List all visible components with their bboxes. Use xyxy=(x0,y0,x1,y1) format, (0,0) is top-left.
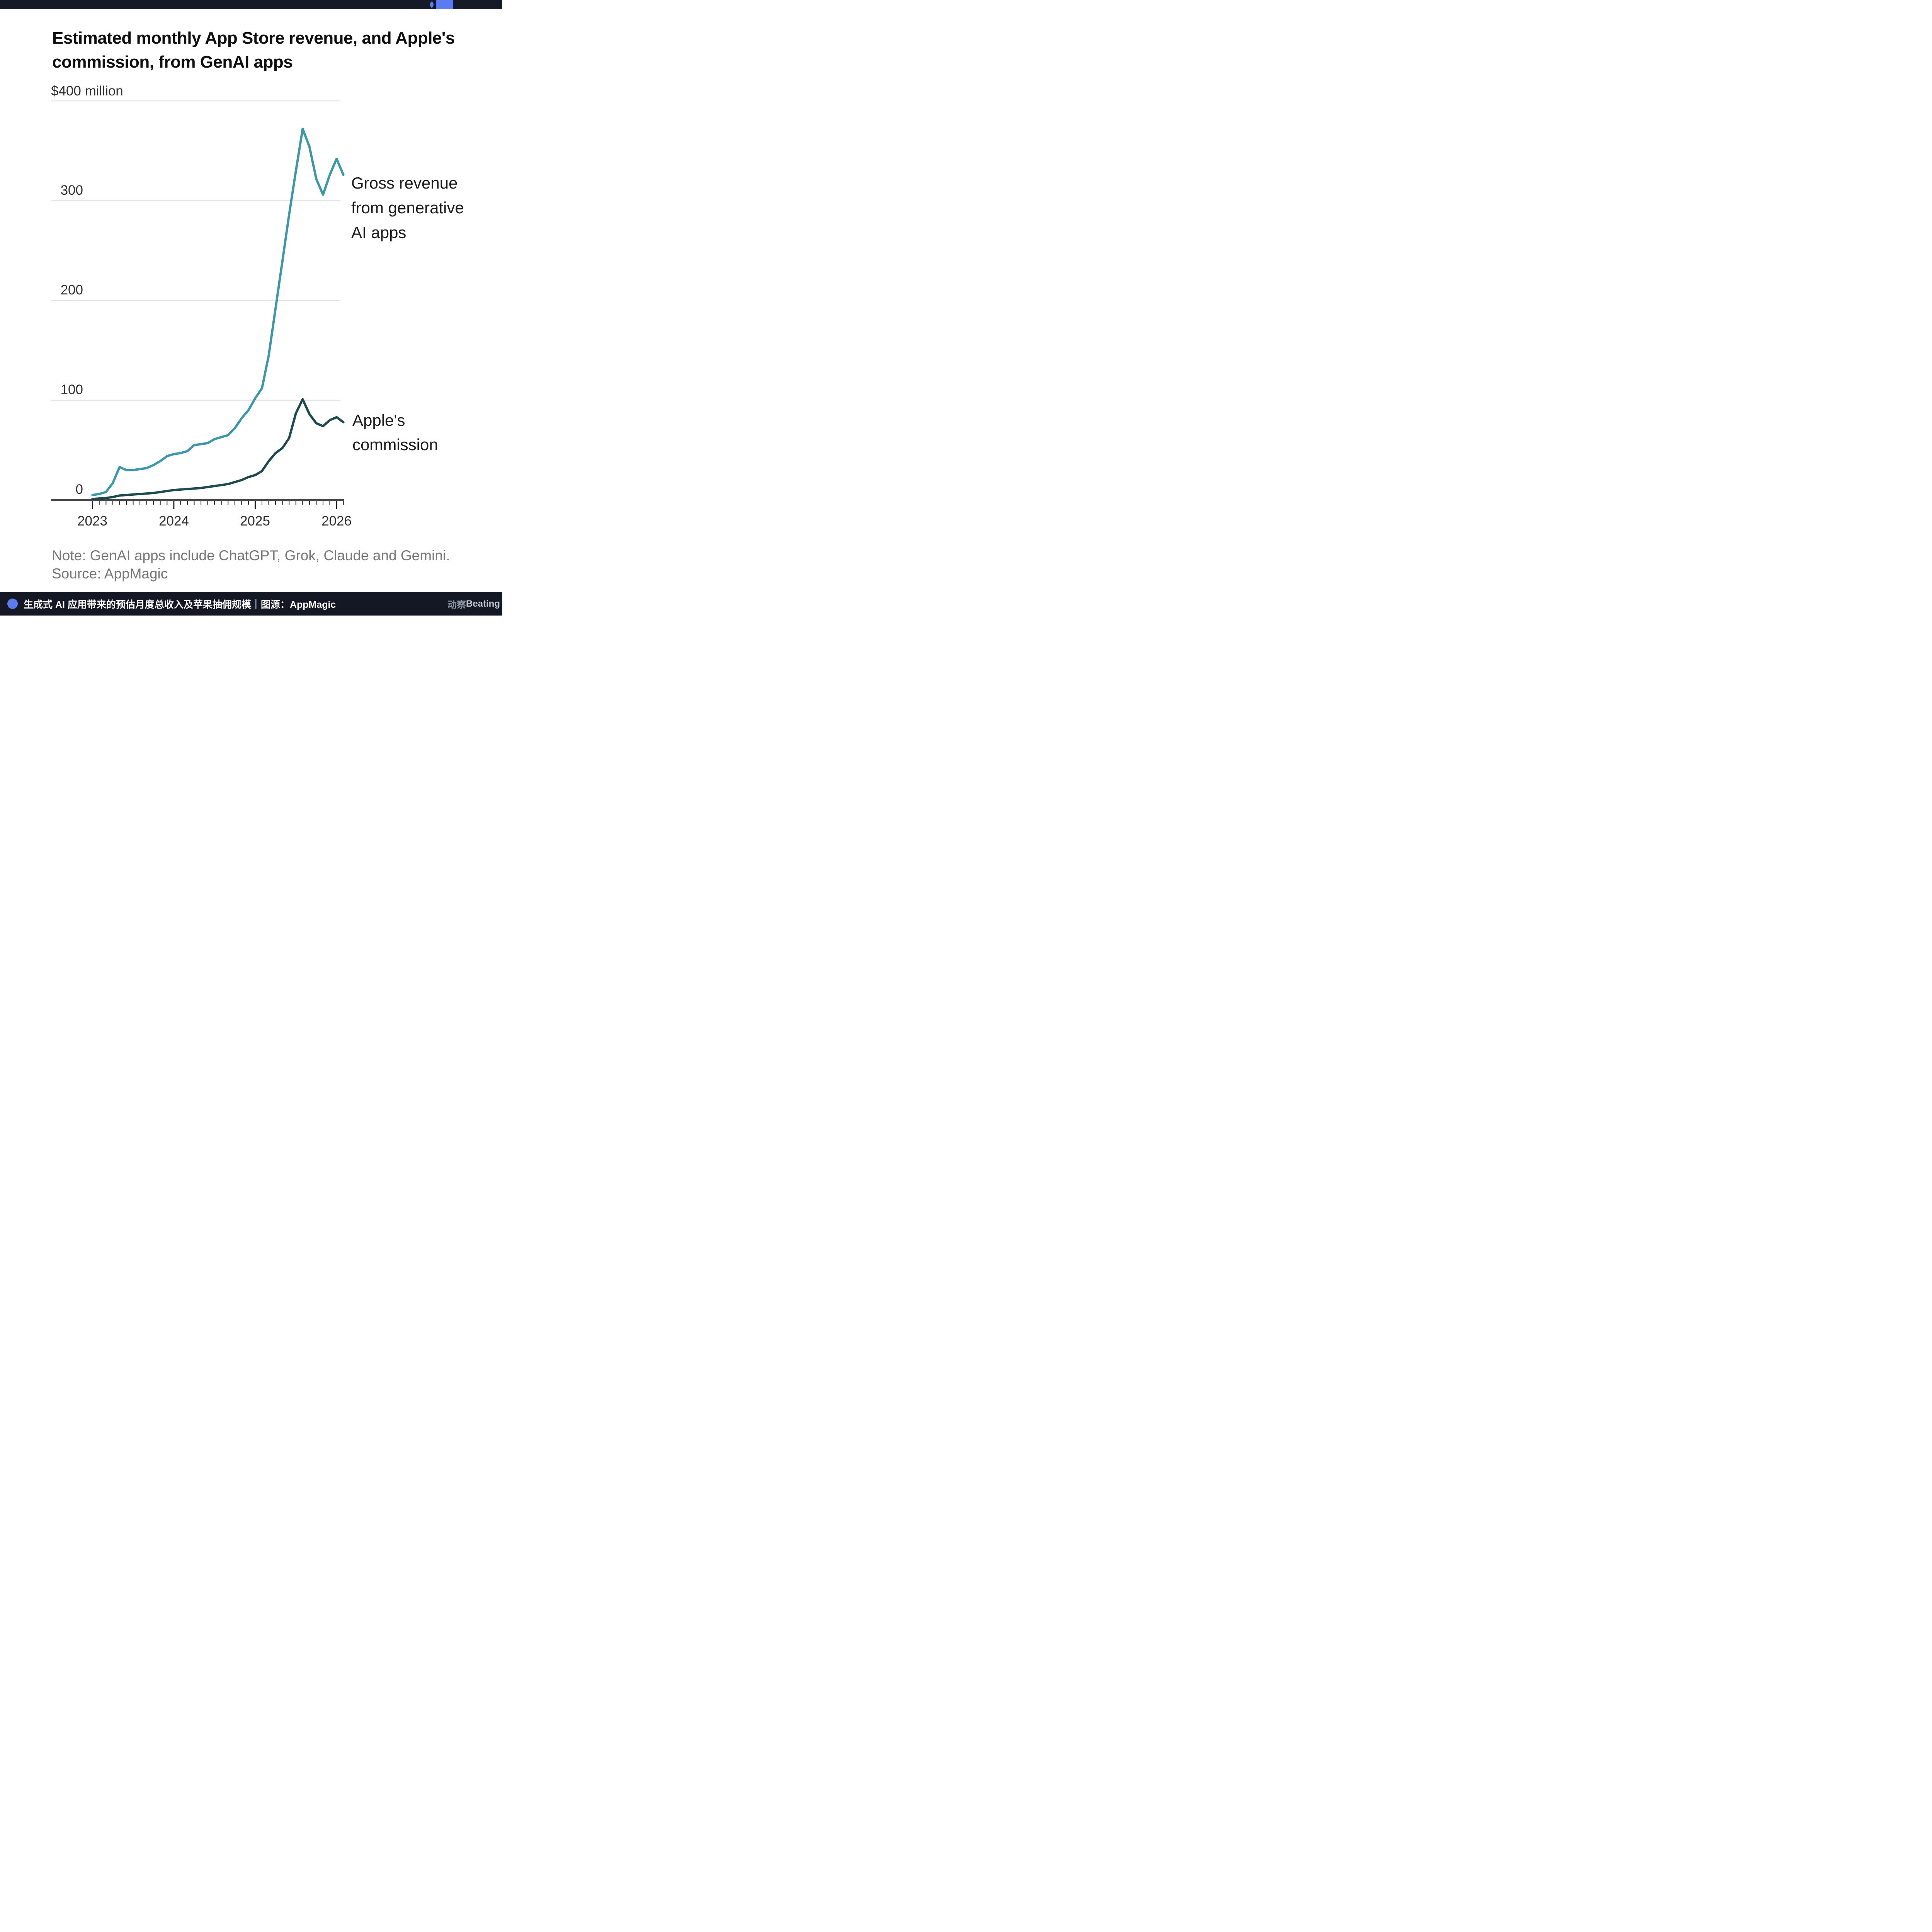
y-tick-label-300: 300 xyxy=(60,183,83,198)
gross-revenue-series-label: Gross revenue from generative AI apps xyxy=(351,174,464,242)
top-bar xyxy=(0,0,502,9)
footer-logo-en: Beating xyxy=(466,598,500,609)
footer-dot-icon xyxy=(7,599,18,609)
y-tick-label-0: 0 xyxy=(75,482,83,497)
y-tick-label-100: 100 xyxy=(60,382,83,397)
accent-bar xyxy=(436,0,453,9)
line-chart xyxy=(51,100,345,509)
page-title-line2: commission, from GenAI apps xyxy=(52,53,293,71)
x-tick-label-2026: 2026 xyxy=(321,514,352,529)
x-tick-label-2023: 2023 xyxy=(77,514,107,529)
footer-bar: 生成式 AI 应用带来的预估月度总收入及苹果抽佣规模｜图源：AppMagic 动… xyxy=(0,592,502,616)
y-axis-unit-label: $400 million xyxy=(51,83,123,99)
accent-dot-icon xyxy=(430,2,434,8)
footer-caption: 生成式 AI 应用带来的预估月度总收入及苹果抽佣规模｜图源：AppMagic xyxy=(24,599,336,610)
footer-logo-zh: 动察 xyxy=(447,600,466,610)
page-title-line1: Estimated monthly App Store revenue, and… xyxy=(52,29,455,48)
x-tick-label-2025: 2025 xyxy=(240,514,270,529)
y-tick-label-200: 200 xyxy=(60,282,83,298)
apple-commission-series-label: Apple's commission xyxy=(352,411,438,454)
x-tick-label-2024: 2024 xyxy=(159,514,189,529)
chart-note: Note: GenAI apps include ChatGPT, Grok, … xyxy=(52,548,450,563)
page-title: Estimated monthly App Store revenue, and… xyxy=(52,26,473,74)
footer-logo: 动察 Beating xyxy=(447,592,500,616)
chart-source: Source: AppMagic xyxy=(52,566,168,582)
